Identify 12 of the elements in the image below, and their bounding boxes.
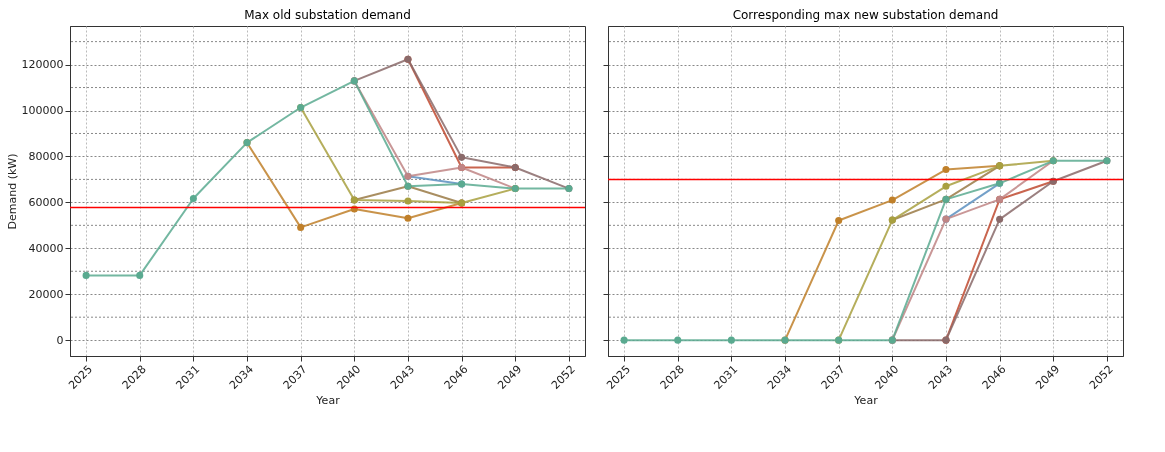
y-tick-label: 60000 — [28, 195, 64, 209]
y-tick-label: 20000 — [28, 287, 64, 301]
chart-title: Max old substation demand — [244, 8, 411, 22]
chart-title: Corresponding max new substation demand — [732, 8, 999, 22]
x-axis-title: Year — [315, 394, 341, 408]
y-tick-label: 100000 — [21, 104, 64, 118]
y-tick-label: 80000 — [28, 149, 64, 163]
y-tick-label: 120000 — [21, 58, 64, 72]
x-axis-title: Year — [853, 394, 879, 408]
y-axis-title: Demand (kW) — [5, 153, 19, 230]
y-tick-label: 40000 — [28, 241, 64, 255]
y-tick-label: 0 — [56, 333, 64, 347]
